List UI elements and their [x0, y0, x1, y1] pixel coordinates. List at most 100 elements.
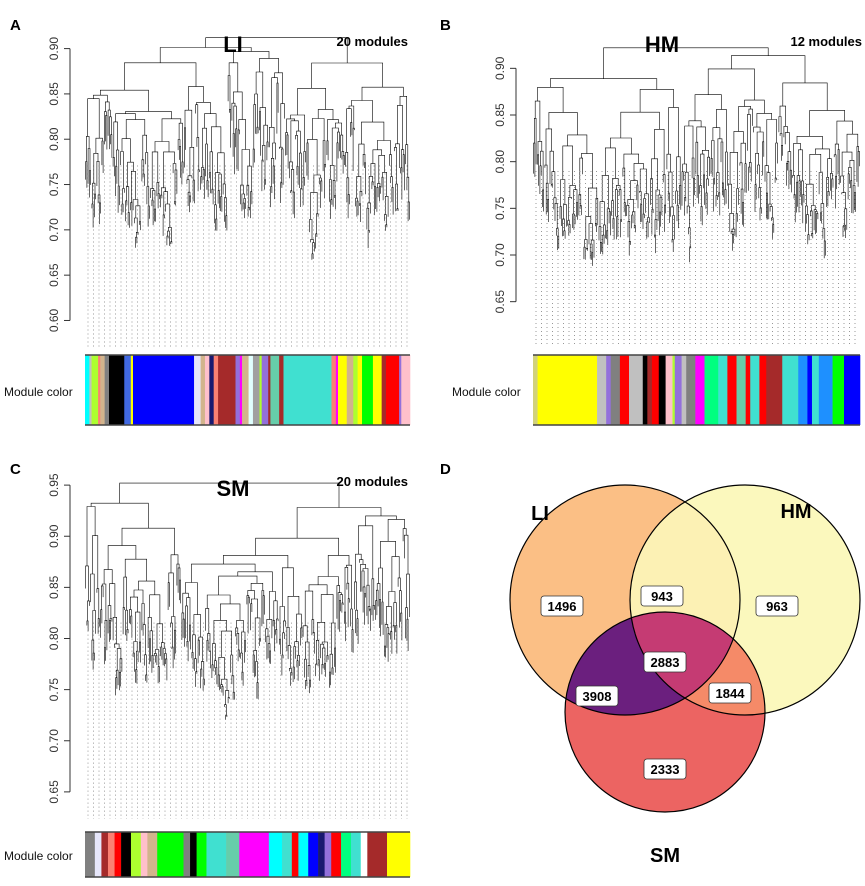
module-color-segment: [642, 355, 648, 425]
y-tick-label: 0.85: [47, 82, 61, 106]
y-tick-label: 0.70: [47, 218, 61, 242]
y-tick-label: 0.70: [493, 243, 507, 267]
module-color-segment: [647, 355, 653, 425]
dendrogram-branches: [85, 37, 410, 260]
venn-count-li-hm: 943: [640, 585, 684, 607]
panel-label-b: B: [440, 17, 451, 34]
module-color-segment: [239, 355, 243, 425]
count-value: 943: [651, 589, 673, 604]
module-color-segment: [100, 355, 105, 425]
dendrogram-tree: [85, 482, 410, 819]
module-color-segment: [281, 832, 293, 877]
module-color-segment: [259, 355, 262, 425]
module-color-segment: [114, 832, 122, 877]
module-color-segment: [597, 355, 607, 425]
module-color-segment: [811, 355, 820, 425]
count-value: 3908: [583, 689, 612, 704]
count-box: [640, 585, 684, 607]
module-color-segment: [629, 355, 644, 425]
module-color-segment: [331, 832, 342, 877]
module-color-segment: [367, 832, 388, 877]
count-box: [643, 651, 687, 673]
module-color-segment: [104, 355, 110, 425]
module-color-segment: [338, 355, 348, 425]
dendrogram-panel-b: 0.65 0.70 0.75 0.80 0.85 0.90: [493, 47, 861, 426]
panel-a-title: LI: [223, 32, 243, 57]
module-color-segment: [832, 355, 845, 425]
count-value: 1844: [716, 686, 746, 701]
dendrogram-tree: [85, 37, 410, 347]
count-value: 2333: [651, 762, 680, 777]
venn-label-li: LI: [531, 503, 549, 525]
module-color-segment: [130, 355, 134, 425]
y-tick-label: 0.90: [47, 37, 61, 61]
module-color-segment: [213, 355, 219, 425]
count-box: [643, 758, 687, 780]
module-color-bar: [85, 354, 411, 426]
venn-count-sm-only: 2333: [643, 758, 687, 780]
module-color-segment: [651, 355, 660, 425]
venn-count-li-only: 1496: [540, 595, 584, 617]
panel-b-modules-count: 12 modules: [790, 34, 862, 49]
panel-c-modules-count: 20 modules: [336, 474, 408, 489]
module-color-segment: [218, 355, 236, 425]
module-color-segment: [387, 832, 411, 877]
module-color-segment: [308, 832, 319, 877]
y-tick-label: 0.65: [47, 780, 61, 804]
dendrogram-tree: [533, 47, 860, 347]
y-tick-label: 0.85: [47, 575, 61, 599]
module-color-segment: [331, 355, 337, 425]
count-box: [755, 595, 799, 617]
module-color-segment: [798, 355, 808, 425]
venn-count-hm-only: 963: [755, 595, 799, 617]
y-tick-label: 0.80: [47, 626, 61, 650]
module-color-segment: [360, 832, 368, 877]
y-tick-label: 0.75: [47, 173, 61, 197]
module-color-segment: [261, 355, 269, 425]
module-color-segment: [353, 355, 358, 425]
venn-count-hm-sm: 1844: [708, 682, 752, 704]
panel-label-d: D: [440, 461, 451, 478]
y-tick-label: 0.95: [47, 473, 61, 497]
module-color-segment: [341, 832, 352, 877]
y-tick-label: 0.90: [47, 524, 61, 548]
y-tick-label: 0.75: [47, 678, 61, 702]
module-color-segment: [183, 832, 191, 877]
module-color-segment: [695, 355, 705, 425]
module-color-segment: [291, 832, 299, 877]
module-color-segment: [242, 355, 249, 425]
module-color-segment: [268, 832, 283, 877]
panel-a-modules-count: 20 modules: [336, 34, 408, 49]
module-color-segment: [818, 355, 833, 425]
y-tick-label: 0.70: [47, 729, 61, 753]
module-color-segment: [121, 832, 132, 877]
module-color-segment: [681, 355, 687, 425]
count-box: [708, 682, 752, 704]
panel-b-title: HM: [645, 32, 679, 57]
module-color-bar: [85, 831, 411, 878]
venn-count-li-hm-sm: 2883: [643, 651, 687, 673]
module-color-segment: [94, 832, 102, 877]
module-color-segment: [91, 355, 99, 425]
module-color-segment: [324, 832, 332, 877]
module-color-segment: [140, 832, 148, 877]
module-color-segment: [759, 355, 767, 425]
module-color-segment: [248, 355, 254, 425]
module-color-segment: [206, 832, 227, 877]
venn-diagram: LI HM SM 1496 943 963 2883 3908 1844 2333: [509, 484, 861, 867]
dendrogram-branches: [85, 482, 410, 720]
y-tick-label: 0.80: [493, 150, 507, 174]
module-color-segment: [704, 355, 719, 425]
venn-outline-li: [509, 484, 741, 716]
panel-c-title: SM: [217, 476, 250, 501]
y-tick-label: 0.65: [47, 263, 61, 287]
module-color-segment: [283, 355, 332, 425]
module-color-segment: [98, 355, 101, 425]
module-color-segment: [130, 832, 142, 877]
module-color-segment: [745, 355, 751, 425]
dendrogram-panel-c: 0.65 0.70 0.75 0.80 0.85 0.90 0.95: [47, 473, 411, 878]
module-color-segment: [672, 355, 676, 425]
module-color-segment: [674, 355, 682, 425]
module-color-segment: [107, 832, 115, 877]
dendrogram-panel-a: 0.60 0.65 0.70 0.75 0.80 0.85 0.90: [47, 37, 411, 426]
